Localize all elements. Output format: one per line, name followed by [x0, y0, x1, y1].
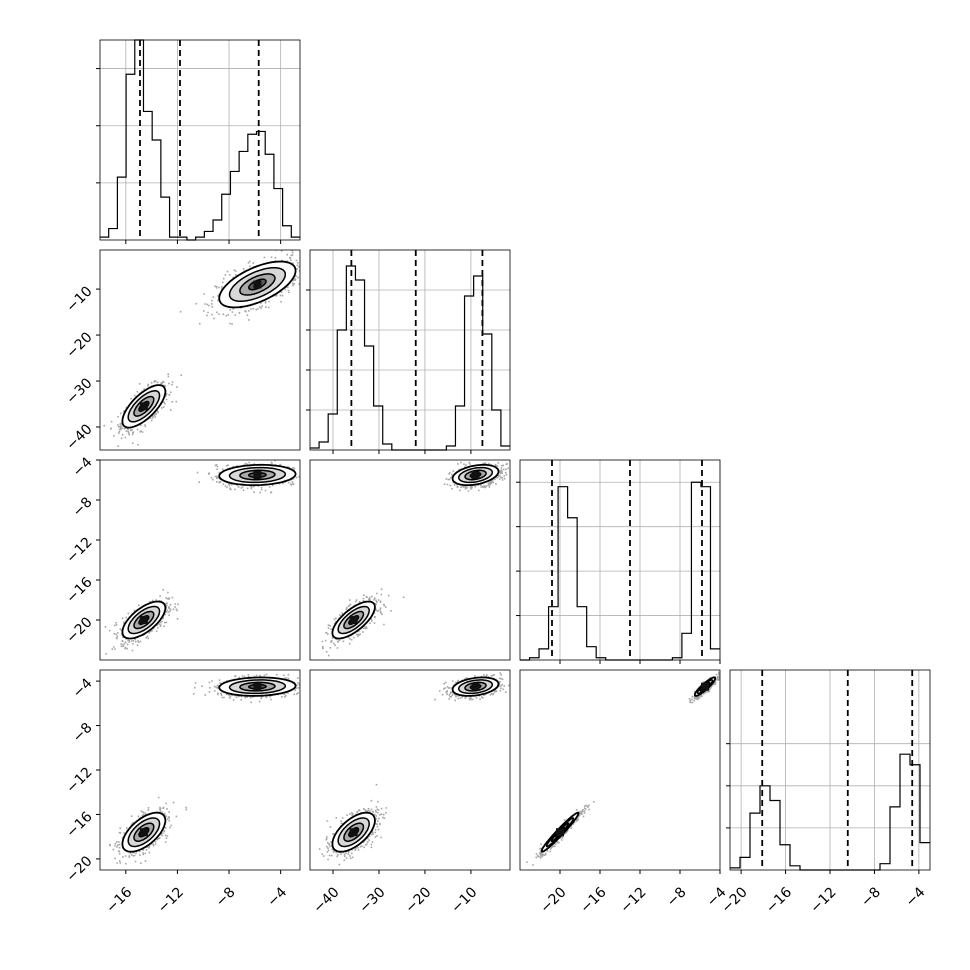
x-tick-label-2-3: −8 [664, 884, 690, 910]
x-tick-label-3-0: −20 [719, 884, 751, 916]
y-tick-label-1-2: −20 [63, 329, 95, 361]
y-tick-label-3-4: −4 [70, 675, 96, 701]
joint-1-0-frame [99, 249, 301, 451]
joint-2-1-scatter-1 [443, 461, 509, 492]
hist-panel-1-bg [310, 250, 510, 450]
y-tick-label-1-0: −40 [63, 421, 95, 453]
joint-1-0-content [103, 250, 300, 447]
joint-3-0-frame [99, 669, 301, 871]
joint-3-0-core-0 [139, 828, 148, 837]
y-tick-label-3-0: −20 [63, 853, 95, 885]
hist-panel-2-bg [520, 460, 720, 660]
y-tick-label-2-3: −8 [70, 494, 96, 520]
hist-panel-2-frame [519, 459, 721, 661]
y-tick-label-3-3: −8 [70, 720, 96, 746]
x-tick-label-1-3: −10 [448, 884, 480, 916]
x-tick-label-3-4: −4 [903, 884, 929, 910]
joint-panel-3-1 [309, 669, 511, 874]
joint-3-0-content [108, 673, 300, 865]
joint-2-1-scatter-0 [321, 588, 405, 657]
joint-3-2-content [526, 671, 720, 866]
joint-2-0-frame [99, 459, 301, 661]
hist-panel-1-frame [309, 249, 511, 451]
hist-panel-1 [306, 249, 511, 451]
x-tick-label-0-0: −16 [103, 884, 135, 916]
hist-panel-3 [726, 669, 931, 871]
x-tick-label-3-1: −16 [763, 884, 795, 916]
joint-panel-3-2 [519, 669, 721, 874]
y-tick-label-2-0: −20 [63, 614, 95, 646]
hist-panel-0-bg [100, 40, 300, 240]
joint-2-0-core-1 [253, 471, 262, 479]
joint-3-1-frame [309, 669, 511, 871]
hist-panel-0 [96, 39, 301, 241]
hist-panel-2 [516, 459, 721, 661]
hist-0-steps [100, 39, 300, 241]
y-tick-label-2-4: −4 [70, 454, 96, 480]
joint-3-0-scatter-1 [192, 673, 300, 704]
joint-3-0-scatter-0 [108, 796, 188, 865]
x-tick-label-2-0: −20 [537, 884, 569, 916]
x-tick-label-0-2: −8 [213, 884, 239, 910]
joint-2-1-core-0 [349, 616, 358, 624]
joint-3-2-core-0 [556, 828, 564, 837]
x-tick-label-0-3: −4 [264, 884, 290, 910]
joint-3-1-core-1 [471, 682, 480, 691]
joint-2-0-core-0 [139, 616, 148, 624]
x-tick-label-1-1: −30 [356, 884, 388, 916]
joint-panel-3-0: −20 −16 −12 −8 −4 [63, 669, 301, 885]
joint-1-0-core-0 [139, 402, 148, 411]
joint-1-0-core-1 [253, 280, 262, 289]
x-tick-label-3-2: −12 [807, 884, 839, 916]
joint-3-2-core-1 [701, 682, 709, 691]
joint-2-0-content [104, 460, 300, 655]
x-tick-label-1-0: −40 [310, 884, 342, 916]
joint-2-0-scatter-0 [104, 589, 179, 655]
y-tick-label-3-1: −16 [63, 809, 95, 841]
x-tick-label-2-1: −16 [577, 884, 609, 916]
joint-panel-1-0: −40 −30 −20 −10 [63, 249, 301, 454]
joint-panel-2-1 [309, 459, 511, 661]
joint-3-1-content [318, 672, 510, 866]
joint-2-1-frame [309, 459, 511, 661]
joint-2-1-content [321, 461, 509, 657]
joint-3-0-core-1 [253, 682, 262, 691]
x-tick-label-3-3: −8 [858, 884, 884, 910]
x-tick-label-2-2: −12 [617, 884, 649, 916]
joint-2-1-core-1 [471, 471, 480, 479]
hist-2-steps [520, 481, 720, 661]
joint-3-2-frame [519, 669, 721, 871]
joint-3-1-core-0 [349, 828, 358, 837]
joint-panel-2-0: −20 −16 −12 −8 −4 [63, 454, 301, 661]
y-tick-label-2-2: −12 [63, 534, 95, 566]
hist-panel-0-frame [99, 39, 301, 241]
y-tick-label-1-1: −30 [63, 375, 95, 407]
x-tick-label-0-1: −12 [155, 884, 187, 916]
joint-1-0-scatter-0 [103, 373, 183, 447]
y-tick-label-3-2: −12 [63, 764, 95, 796]
x-tick-label-1-2: −20 [402, 884, 434, 916]
y-tick-label-2-1: −16 [63, 574, 95, 606]
y-tick-label-1-3: −10 [63, 283, 95, 315]
